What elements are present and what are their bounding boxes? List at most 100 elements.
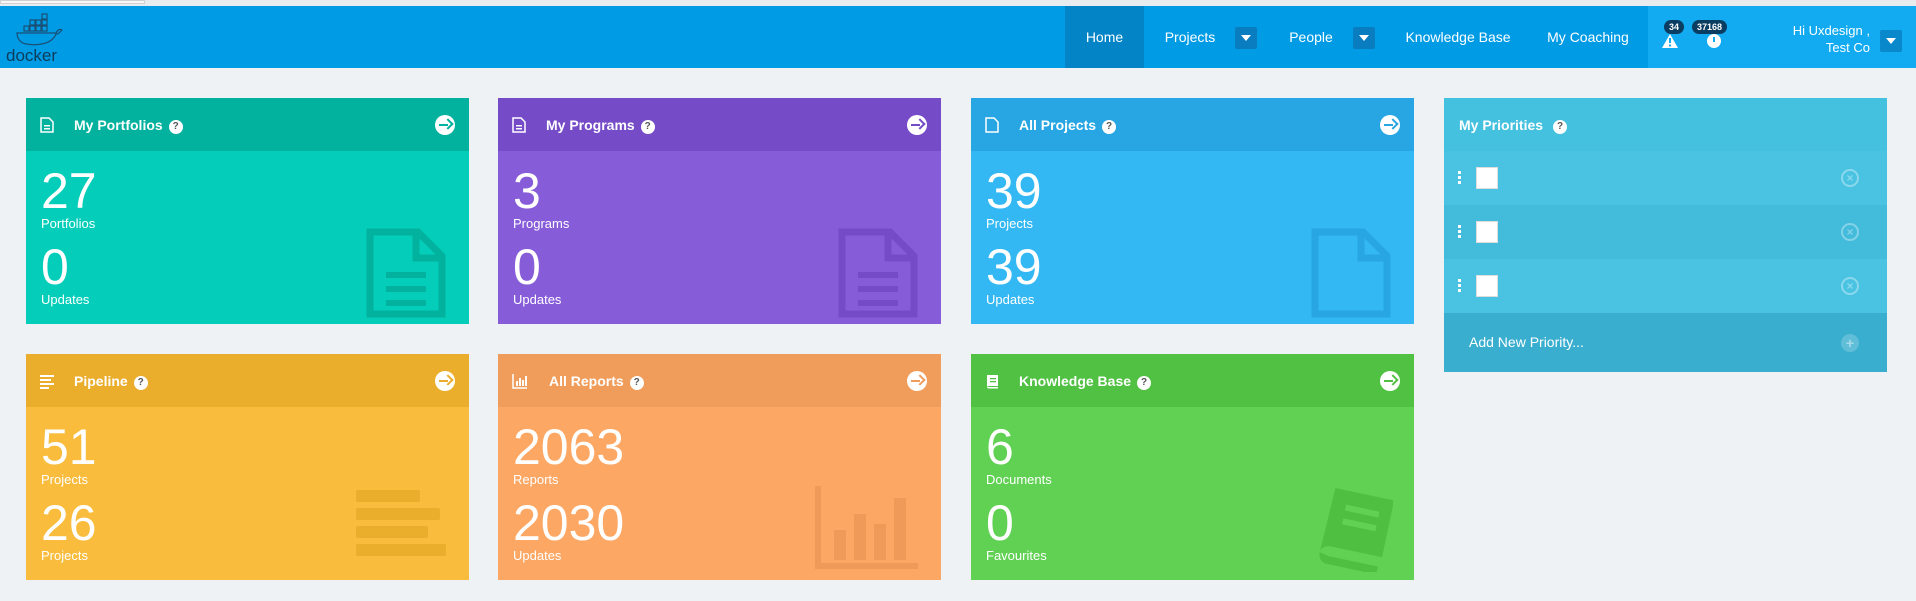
docker-logo[interactable]: docker bbox=[6, 12, 70, 65]
card-title[interactable]: Knowledge Base? bbox=[1019, 373, 1152, 390]
card-title[interactable]: All Reports? bbox=[549, 373, 644, 390]
remove-icon[interactable]: × bbox=[1841, 223, 1859, 241]
priorities-panel: My Priorities? × × × Add New Priority...… bbox=[1444, 98, 1887, 372]
reports-label: Reports bbox=[513, 472, 559, 487]
arrow-right-icon[interactable] bbox=[1380, 115, 1400, 135]
favourites-label: Favourites bbox=[986, 548, 1047, 563]
notifications-badge: 37168 bbox=[1692, 20, 1728, 34]
priority-checkbox[interactable] bbox=[1476, 167, 1498, 189]
card-title[interactable]: My Portfolios? bbox=[74, 117, 183, 134]
reports-updates-count: 2030 bbox=[513, 495, 625, 551]
clock-icon[interactable] bbox=[1707, 34, 1721, 48]
user-company: Test Co bbox=[1825, 40, 1870, 55]
bar-chart-icon bbox=[512, 374, 527, 389]
top-navbar: docker Home Projects People Knowledge Ba… bbox=[0, 6, 1916, 68]
list-icon bbox=[40, 375, 54, 389]
user-menu-caret[interactable] bbox=[1880, 30, 1902, 52]
file-watermark-icon bbox=[1311, 228, 1391, 318]
documents-count: 6 bbox=[986, 419, 1014, 475]
document-watermark-icon bbox=[366, 228, 446, 318]
priority-checkbox[interactable] bbox=[1476, 221, 1498, 243]
priorities-title: My Priorities? bbox=[1459, 117, 1568, 134]
nav-knowledge-base[interactable]: Knowledge Base bbox=[1405, 29, 1511, 45]
help-icon[interactable]: ? bbox=[1102, 120, 1117, 134]
logo-wordmark: docker bbox=[6, 46, 58, 65]
document-icon bbox=[512, 117, 526, 133]
programs-updates-label: Updates bbox=[513, 292, 562, 307]
user-zone bbox=[1648, 6, 1916, 68]
remove-icon[interactable]: × bbox=[1841, 169, 1859, 187]
arrow-right-icon[interactable] bbox=[435, 371, 455, 391]
priorities-header: My Priorities? bbox=[1444, 98, 1887, 151]
portfolios-updates-count: 0 bbox=[41, 239, 69, 295]
drag-handle-icon[interactable] bbox=[1458, 279, 1461, 293]
arrow-right-icon[interactable] bbox=[1380, 371, 1400, 391]
remove-icon[interactable]: × bbox=[1841, 277, 1859, 295]
bar-chart-watermark-icon bbox=[815, 486, 918, 569]
people-dropdown-caret[interactable] bbox=[1353, 27, 1375, 49]
user-greeting[interactable]: Hi Uxdesign , Test Co bbox=[1770, 22, 1896, 56]
help-icon[interactable]: ? bbox=[640, 120, 655, 134]
warning-icon[interactable] bbox=[1662, 34, 1678, 48]
programs-label: Programs bbox=[513, 216, 570, 231]
user-name: Hi Uxdesign , bbox=[1792, 23, 1870, 38]
document-watermark-icon bbox=[838, 228, 918, 318]
arrow-right-icon[interactable] bbox=[907, 115, 927, 135]
card-reports: All Reports? 2063 Reports 2030 Updates bbox=[498, 354, 941, 580]
plus-icon[interactable]: + bbox=[1841, 334, 1859, 352]
nav-projects[interactable]: Projects bbox=[1164, 29, 1216, 45]
projects-dropdown-caret[interactable] bbox=[1235, 27, 1257, 49]
card-title[interactable]: My Programs? bbox=[546, 117, 655, 134]
card-header: My Programs? bbox=[498, 98, 941, 151]
add-priority-link[interactable]: Add New Priority... bbox=[1469, 334, 1584, 350]
card-title[interactable]: Pipeline? bbox=[74, 373, 148, 390]
pipeline-second-label: Projects bbox=[41, 548, 88, 563]
card-knowledge-base: Knowledge Base? 6 Documents 0 Favourites bbox=[971, 354, 1414, 580]
book-icon bbox=[987, 375, 998, 389]
drag-handle-icon[interactable] bbox=[1458, 171, 1461, 185]
pipeline-projects-label: Projects bbox=[41, 472, 88, 487]
add-priority-row[interactable]: Add New Priority... + bbox=[1444, 313, 1887, 372]
arrow-right-icon[interactable] bbox=[907, 371, 927, 391]
list-watermark-icon bbox=[356, 490, 446, 556]
book-watermark-icon bbox=[1319, 488, 1393, 572]
help-icon[interactable]: ? bbox=[629, 376, 644, 390]
priority-row: × bbox=[1444, 205, 1887, 259]
card-pipeline: Pipeline? 51 Projects 26 Projects bbox=[26, 354, 469, 580]
browser-tab[interactable] bbox=[0, 0, 145, 4]
help-icon[interactable]: ? bbox=[1137, 376, 1152, 390]
pipeline-projects-count: 51 bbox=[41, 419, 97, 475]
portfolios-count: 27 bbox=[41, 163, 97, 219]
help-icon[interactable]: ? bbox=[168, 120, 183, 134]
card-title[interactable]: All Projects? bbox=[1019, 117, 1117, 134]
card-header: All Projects? bbox=[971, 98, 1414, 151]
card-projects: All Projects? 39 Projects 39 Updates bbox=[971, 98, 1414, 324]
priority-checkbox[interactable] bbox=[1476, 275, 1498, 297]
priority-row: × bbox=[1444, 259, 1887, 313]
projects-count: 39 bbox=[986, 163, 1042, 219]
nav-home[interactable]: Home bbox=[1065, 6, 1144, 68]
priority-row: × bbox=[1444, 151, 1887, 205]
card-header: Pipeline? bbox=[26, 354, 469, 407]
nav-my-coaching[interactable]: My Coaching bbox=[1547, 29, 1629, 45]
portfolios-updates-label: Updates bbox=[41, 292, 90, 307]
document-icon bbox=[40, 117, 54, 133]
help-icon[interactable]: ? bbox=[133, 376, 148, 390]
card-header: My Portfolios? .c1::before{} bbox=[26, 98, 469, 151]
programs-updates-count: 0 bbox=[513, 239, 541, 295]
favourites-count: 0 bbox=[986, 495, 1014, 551]
reports-count: 2063 bbox=[513, 419, 625, 475]
nav-people[interactable]: People bbox=[1289, 29, 1333, 45]
card-portfolios: My Portfolios? .c1::before{} 27 Portfoli… bbox=[26, 98, 469, 324]
help-icon[interactable]: ? bbox=[1553, 120, 1568, 134]
reports-updates-label: Updates bbox=[513, 548, 562, 563]
drag-handle-icon[interactable] bbox=[1458, 225, 1461, 239]
documents-label: Documents bbox=[986, 472, 1052, 487]
projects-label: Projects bbox=[986, 216, 1033, 231]
whale-icon bbox=[16, 13, 63, 46]
projects-updates-count: 39 bbox=[986, 239, 1042, 295]
projects-updates-label: Updates bbox=[986, 292, 1035, 307]
arrow-right-icon[interactable]: .c1::before{} bbox=[435, 115, 455, 135]
card-header: Knowledge Base? bbox=[971, 354, 1414, 407]
card-programs: My Programs? 3 Programs 0 Updates bbox=[498, 98, 941, 324]
